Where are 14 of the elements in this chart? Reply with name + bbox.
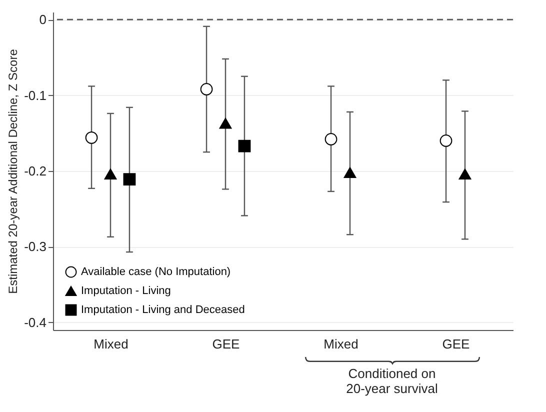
legend-label: Imputation - Living	[81, 285, 171, 297]
x-tick-label: Mixed	[324, 336, 358, 352]
y-tick-label: 0	[39, 12, 46, 28]
y-tick-label: -0.4	[24, 314, 46, 330]
y-tick-label: -0.3	[24, 239, 46, 254]
y-tick-label: -0.1	[24, 88, 46, 103]
legend-label: Available case (No Imputation)	[81, 266, 231, 278]
text: Conditioned on 20-year survival	[345, 366, 439, 396]
y-tick-label: -0.2	[24, 164, 46, 178]
y-axis-title: Estimated 20-year Additional Decline, Z Score	[6, 48, 20, 294]
x-tick-label: Mixed	[94, 336, 128, 352]
x-tick-label: GEE	[442, 336, 470, 352]
x-tick-label: GEE	[212, 336, 240, 352]
legend-label: Imputation - Living and Deceased	[81, 304, 245, 316]
